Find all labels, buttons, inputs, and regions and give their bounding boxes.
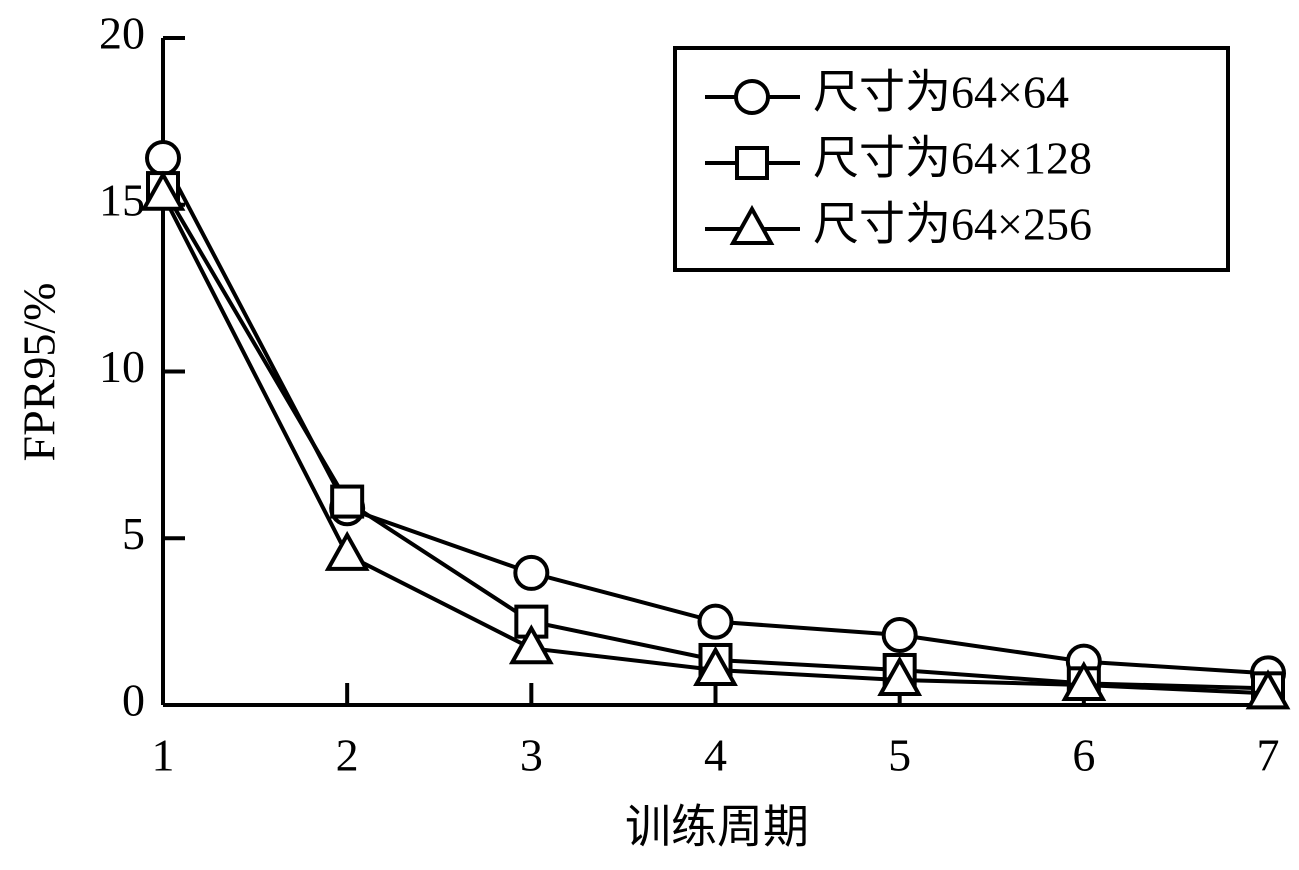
y-axis-title: FPR95/% <box>14 283 65 462</box>
legend-label: 尺寸为64×128 <box>813 133 1092 184</box>
legend-marker <box>734 79 770 115</box>
y-tick-label: 15 <box>99 174 145 225</box>
marker <box>330 484 365 519</box>
legend-marker <box>735 146 769 180</box>
legend-label: 尺寸为64×256 <box>813 199 1092 250</box>
y-tick-label: 20 <box>99 8 145 59</box>
x-tick-label: 5 <box>888 730 911 781</box>
legend-label: 尺寸为64×64 <box>813 67 1069 118</box>
x-tick-label: 3 <box>520 730 543 781</box>
marker <box>508 624 554 665</box>
marker <box>693 645 738 686</box>
marker <box>1061 660 1107 701</box>
x-axis-title: 训练周期 <box>625 802 809 853</box>
marker <box>140 170 186 211</box>
marker <box>697 603 734 640</box>
marker <box>513 554 550 591</box>
x-tick-label: 1 <box>152 730 175 781</box>
marker <box>1245 669 1291 710</box>
x-tick-label: 6 <box>1072 730 1095 781</box>
marker <box>324 530 370 571</box>
marker <box>881 616 918 653</box>
marker <box>145 140 181 177</box>
legend-marker <box>729 204 775 245</box>
y-tick-label: 0 <box>122 675 145 726</box>
x-tick-label: 2 <box>336 730 359 781</box>
y-tick-label: 5 <box>122 508 145 559</box>
marker <box>877 655 923 696</box>
x-tick-label: 7 <box>1257 730 1280 781</box>
x-tick-label: 4 <box>704 730 727 781</box>
y-tick-label: 10 <box>99 341 145 392</box>
